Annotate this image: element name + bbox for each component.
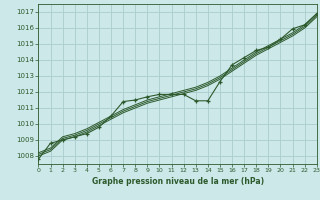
X-axis label: Graphe pression niveau de la mer (hPa): Graphe pression niveau de la mer (hPa)	[92, 177, 264, 186]
